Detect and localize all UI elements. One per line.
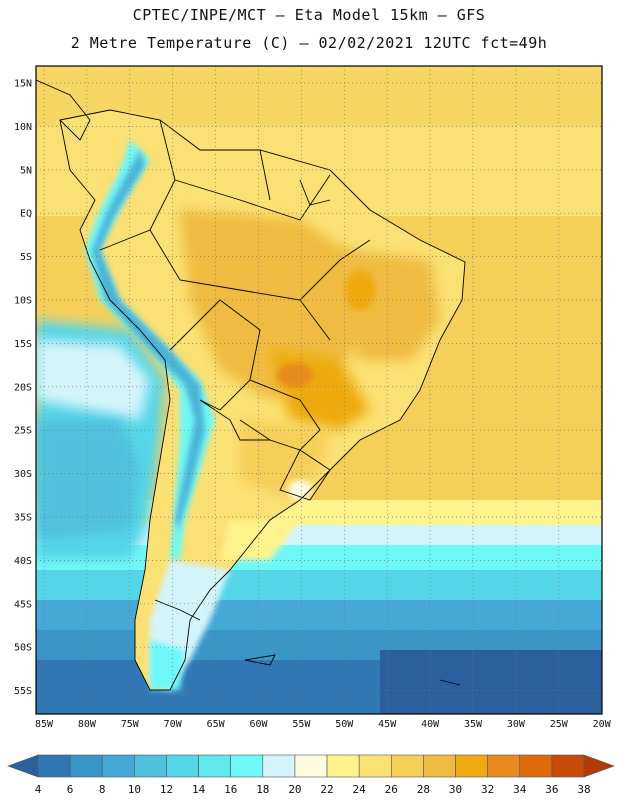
colorbar-label: 6 (66, 783, 74, 796)
colorbar-label: 18 (256, 783, 270, 796)
latitude-label: 35S (14, 513, 32, 524)
colorbar-label: 36 (545, 783, 559, 796)
colorbar-arrow-high (583, 754, 615, 778)
borders (36, 79, 466, 691)
colorbar-arrow-low (7, 754, 39, 778)
colorbar-label: 22 (320, 783, 334, 796)
colorbar-label: 16 (224, 783, 238, 796)
latitude-label: 25S (14, 426, 32, 437)
latitude-label: 20S (14, 382, 32, 393)
colorbar-cell (262, 754, 296, 778)
colorbar-label: 34 (513, 783, 527, 796)
colorbar-cell (37, 754, 71, 778)
longitude-label: 80W (78, 719, 97, 730)
longitude-label: 65W (207, 719, 226, 730)
latitude-label: 15S (14, 339, 32, 350)
latitude-label: 5S (20, 252, 32, 263)
colorbar-cell (423, 754, 456, 778)
latitude-label: 30S (14, 469, 32, 480)
longitude-label: 50W (335, 719, 354, 730)
longitude-label: 55W (292, 719, 311, 730)
longitude-label: 35W (464, 719, 483, 730)
colorbar-cell (358, 754, 392, 778)
colorbar (7, 754, 615, 778)
map-frame (35, 65, 603, 715)
colorbar-cell (519, 754, 553, 778)
longitude-label: 20W (593, 719, 612, 730)
longitude-label: 85W (35, 719, 54, 730)
latitude-label: 50S (14, 643, 32, 654)
latitude-label: 15N (14, 79, 32, 90)
colorbar-label: 30 (448, 783, 463, 796)
latitude-label: 10S (14, 296, 32, 307)
colorbar-cell (455, 754, 488, 778)
map-title: CPTEC/INPE/MCT – Eta Model 15km – GFS (132, 6, 486, 24)
longitude-label: 25W (550, 719, 569, 730)
longitude-label: 40W (421, 719, 440, 730)
colorbar-label: 20 (288, 783, 302, 796)
colorbar-cell (294, 754, 328, 778)
latitude-label: 5N (20, 165, 32, 176)
colorbar-label: 26 (384, 783, 398, 796)
colorbar-cell (230, 754, 264, 778)
colorbar-cell (134, 754, 167, 778)
colorbar-cell (69, 754, 103, 778)
longitude-label: 60W (249, 719, 268, 730)
longitude-label: 45W (378, 719, 397, 730)
colorbar-label: 14 (191, 783, 206, 796)
longitude-labels: 85W 80W 75W 70W 65W 60W 55W 50W 45W 40W 35W 30W 25W 2… (35, 719, 612, 730)
temperature-field (36, 66, 602, 714)
colorbar-label: 28 (416, 783, 431, 796)
colorbar-cell (551, 754, 585, 778)
longitude-label: 70W (164, 719, 183, 730)
latitude-label: 55S (14, 686, 32, 697)
colorbar-cell (390, 754, 424, 778)
latitude-label: 45S (14, 599, 32, 610)
colorbar-cell (198, 754, 232, 778)
colorbar-label: 10 (127, 783, 141, 796)
colorbar-label: 24 (352, 783, 366, 796)
colorbar-label: 8 (98, 783, 106, 796)
latitude-label: EQ (20, 209, 32, 220)
colorbar-cell (326, 754, 360, 778)
colorbar-label: 4 (34, 783, 42, 796)
longitude-label: 30W (507, 719, 526, 730)
colorbar-label: 12 (159, 783, 174, 796)
colorbar-cell (101, 754, 135, 778)
latitude-labels: 15N 10N 5N EQ 5S 10S 15S 20S 25S 30S 35S 40S 45S 50S 5… (14, 79, 32, 698)
latitude-label: 40S (14, 556, 32, 567)
colorbar-label: 38 (577, 783, 591, 796)
map-subtitle: 2 Metre Temperature (C) – 02/02/2021 12U… (70, 34, 548, 52)
colorbar-cell (487, 754, 521, 778)
colorbar-label: 32 (481, 783, 495, 796)
latitude-label: 10N (14, 122, 32, 133)
colorbar-cell (166, 754, 199, 778)
longitude-label: 75W (121, 719, 140, 730)
